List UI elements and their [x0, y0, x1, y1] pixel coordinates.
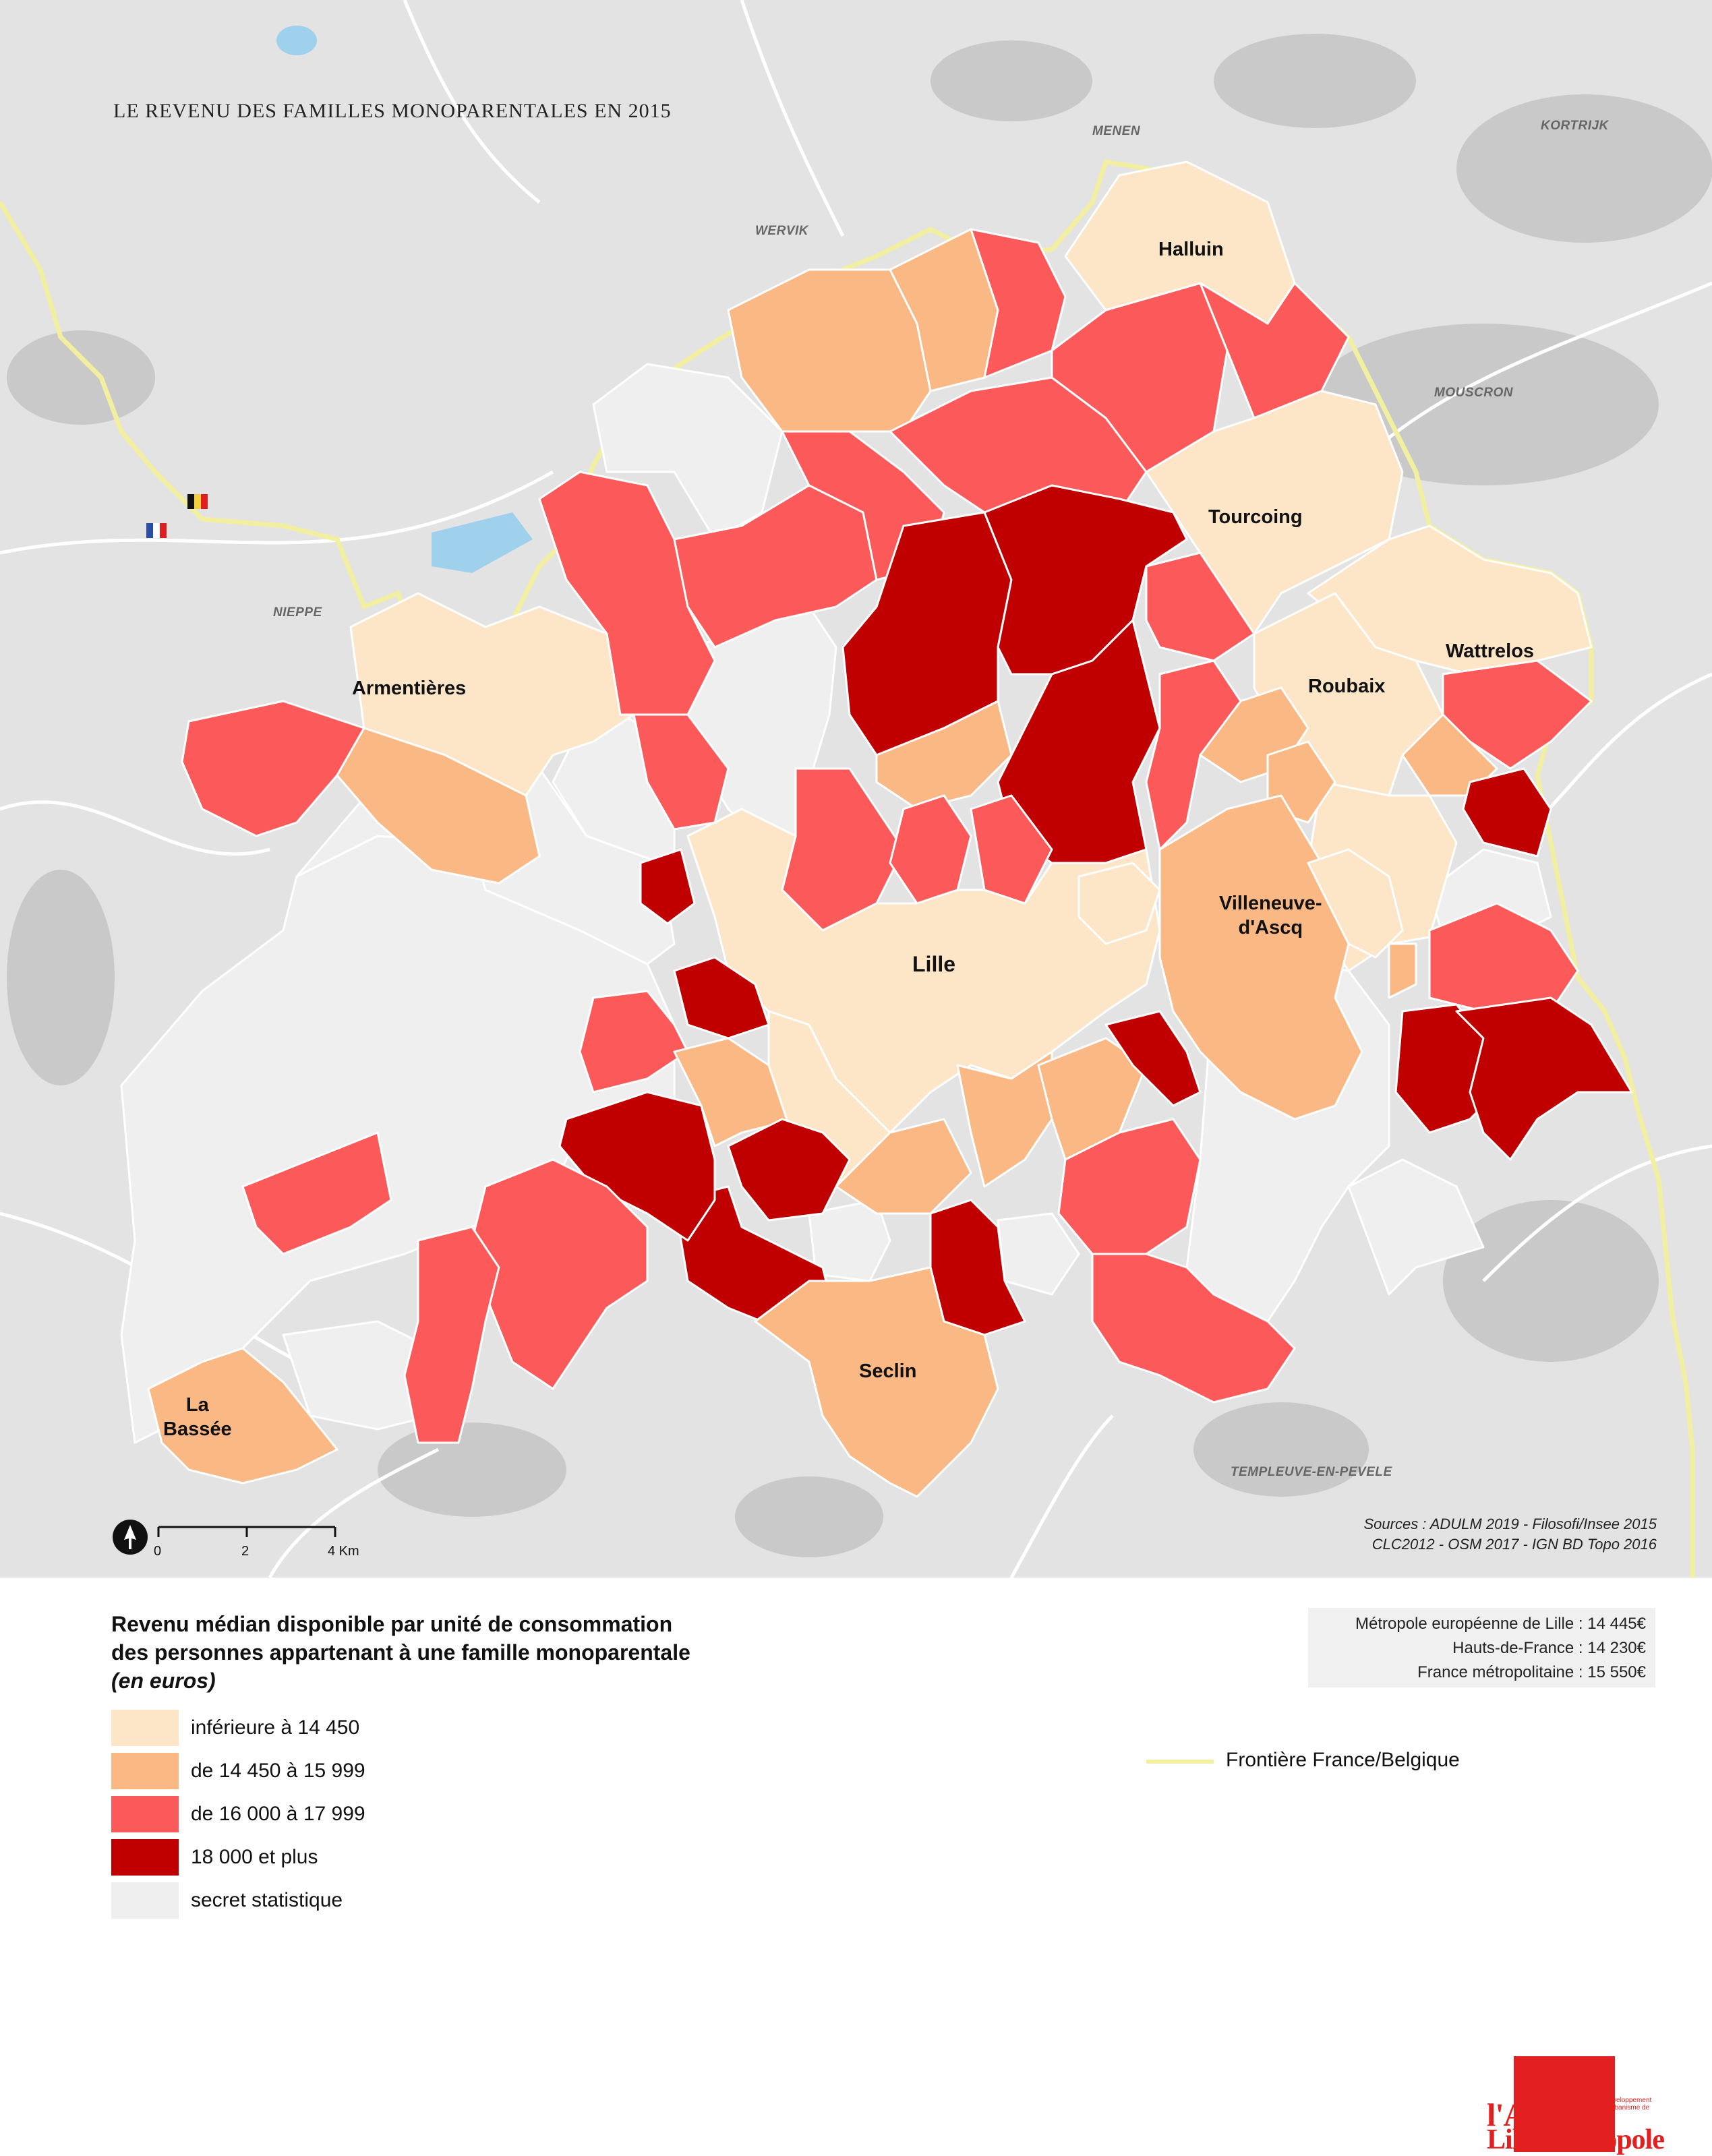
logo-tagline-2: et d'urbanisme de: [1596, 2104, 1650, 2112]
commune-61[interactable]: [1057, 1118, 1202, 1255]
agency-logo: l'Agence de développement et d'urbanisme…: [1487, 2056, 1665, 2155]
city-label-seclin: Seclin: [859, 1360, 917, 1382]
town-label-menen: MENEN: [1092, 124, 1141, 138]
communes-layer: [120, 160, 1633, 1498]
city-label-la-bassee-line2: Bassée: [163, 1418, 232, 1440]
sources-note: Sources : ADULM 2019 - Filosofi/Insee 20…: [1363, 1514, 1657, 1555]
legend-unit: (en euros): [111, 1669, 216, 1693]
legend-swatch-mid-low: [111, 1753, 179, 1789]
legend-label-low: inférieure à 14 450: [191, 1716, 360, 1739]
scale-tick-4: 4 Km: [328, 1544, 359, 1559]
legend-title: Revenu médian disponible par unité de co…: [111, 1610, 690, 1695]
commune-43[interactable]: [970, 794, 1053, 905]
city-label-la-bassee: La Bassée: [163, 1393, 232, 1441]
france-flag-icon: [146, 523, 167, 538]
commune-62[interactable]: [1091, 1253, 1296, 1404]
map-canvas: [0, 0, 1712, 1578]
commune-46[interactable]: [1158, 794, 1363, 1120]
commune-58[interactable]: [956, 1050, 1053, 1188]
city-label-tourcoing: Tourcoing: [1208, 506, 1303, 528]
legend-border-label: Frontière France/Belgique: [1226, 1749, 1460, 1771]
logo-tagline-1: de développement: [1596, 2097, 1652, 2104]
legend-label-mid-low: de 14 450 à 15 999: [191, 1760, 365, 1782]
commune-22[interactable]: [889, 376, 1148, 527]
legend-swatch-high: [111, 1839, 179, 1876]
reference-values-box: Métropole européenne de Lille : 14 445€ …: [1308, 1608, 1655, 1687]
legend-label-high: 18 000 et plus: [191, 1846, 318, 1868]
reference-hdf: Hauts-de-France : 14 230€: [1452, 1639, 1646, 1657]
logo-name-bottom: Lille Métropole: [1487, 2124, 1665, 2155]
scale-bar: [157, 1526, 336, 1537]
map-area[interactable]: LE REVENU DES FAMILLES MONOPARENTALES EN…: [0, 0, 1712, 1578]
north-arrow: [113, 1520, 148, 1555]
sources-line-1: Sources : ADULM 2019 - Filosofi/Insee 20…: [1363, 1516, 1657, 1532]
city-label-villeneuve-line1: Villeneuve-: [1219, 893, 1322, 914]
city-label-halluin: Halluin: [1158, 239, 1224, 260]
city-label-villeneuve-dascq: Villeneuve- d'Ascq: [1219, 891, 1322, 940]
reference-mel: Métropole européenne de Lille : 14 445€: [1355, 1615, 1646, 1633]
town-label-mouscron: MOUSCRON: [1434, 386, 1513, 400]
commune-53[interactable]: [579, 990, 689, 1094]
background-water: [276, 26, 533, 573]
commune-57[interactable]: [835, 1118, 972, 1215]
commune-70[interactable]: [147, 1347, 338, 1485]
legend-label-secret: secret statistique: [191, 1889, 343, 1911]
map-title: LE REVENU DES FAMILLES MONOPARENTALES EN…: [113, 100, 672, 122]
commune-42[interactable]: [889, 794, 972, 905]
background-roads: [0, 0, 1712, 1578]
commune-69[interactable]: [403, 1226, 500, 1444]
commune-67[interactable]: [241, 1131, 392, 1255]
commune-31[interactable]: [1462, 767, 1552, 858]
commune-6[interactable]: [1347, 1158, 1485, 1296]
logo-name-top: l'Agence: [1487, 2097, 1601, 2133]
commune-19[interactable]: [727, 268, 932, 433]
town-label-templeuve: TEMPLEUVE-EN-PEVELE: [1231, 1465, 1392, 1479]
legend-title-line-2: des personnes appartenant à une famille …: [111, 1640, 690, 1665]
city-label-roubaix: Roubaix: [1308, 676, 1386, 697]
sources-line-2: CLC2012 - OSM 2017 - IGN BD Topo 2016: [1371, 1536, 1657, 1553]
commune-51[interactable]: [1455, 996, 1633, 1161]
commune-9[interactable]: [997, 1212, 1080, 1296]
scale-tick-2: 2: [241, 1544, 249, 1559]
city-label-lille: Lille: [912, 952, 956, 976]
commune-47[interactable]: [1307, 848, 1404, 959]
city-label-wattrelos: Wattrelos: [1446, 640, 1535, 662]
commune-36[interactable]: [1145, 551, 1256, 662]
scale-tick-0: 0: [154, 1544, 162, 1559]
town-label-wervik: WERVIK: [755, 224, 808, 238]
commune-49[interactable]: [1428, 902, 1579, 1013]
belgium-flag-icon: [187, 494, 208, 509]
city-label-villeneuve-line2: d'Ascq: [1238, 917, 1303, 938]
commune-45[interactable]: [1078, 862, 1161, 945]
legend-swatch-secret: [111, 1882, 179, 1919]
background-urban-areas: [7, 34, 1712, 1557]
town-label-nieppe: NIEPPE: [273, 605, 322, 620]
legend-border-line: [1146, 1760, 1214, 1764]
commune-60[interactable]: [1104, 1010, 1202, 1107]
commune-3[interactable]: [592, 363, 784, 541]
reference-france: France métropolitaine : 15 550€: [1417, 1663, 1646, 1681]
commune-40[interactable]: [875, 700, 1013, 810]
commune-65[interactable]: [558, 1091, 716, 1242]
legend-title-line-1: Revenu médian disponible par unité de co…: [111, 1612, 673, 1636]
commune-48[interactable]: [1388, 942, 1417, 999]
commune-12[interactable]: [181, 700, 365, 837]
city-label-la-bassee-line1: La: [185, 1394, 209, 1416]
commune-13[interactable]: [336, 727, 541, 885]
commune-17[interactable]: [673, 484, 878, 649]
commune-37[interactable]: [1145, 659, 1242, 851]
logo-red-block: [1514, 2056, 1615, 2152]
logo-tagline: de développement et d'urbanisme de: [1596, 2097, 1651, 2112]
commune-14[interactable]: [538, 471, 716, 716]
city-label-armentieres: Armentières: [352, 678, 467, 699]
legend-swatch-low: [111, 1710, 179, 1746]
commune-16[interactable]: [639, 848, 696, 925]
legend-label-mid-high: de 16 000 à 17 999: [191, 1803, 365, 1825]
commune-66[interactable]: [754, 1266, 999, 1498]
commune-25[interactable]: [1199, 282, 1350, 419]
legend-swatch-mid-high: [111, 1796, 179, 1832]
town-label-kortrijk: KORTRIJK: [1541, 119, 1609, 133]
